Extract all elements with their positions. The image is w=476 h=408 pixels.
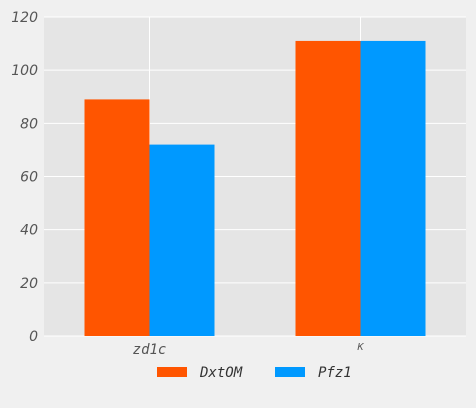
y-tick-label: 20	[20, 276, 38, 292]
legend-swatch-DxtOM	[157, 367, 187, 377]
bar-DxtOM-zd1c	[84, 99, 150, 337]
y-tick-label: 60	[20, 170, 38, 186]
y-tick-label: 80	[20, 116, 38, 132]
x-axis-ticks: zd1c K	[133, 342, 365, 358]
bars-group	[84, 40, 426, 337]
legend: DxtOM Pfz1	[157, 365, 352, 381]
y-tick-label: 120	[11, 10, 38, 26]
bar-Pfz1-K	[360, 40, 426, 337]
x-tick-label: zd1c	[133, 342, 167, 358]
legend-label-DxtOM: DxtOM	[199, 365, 243, 381]
x-tick-label: K	[356, 342, 364, 353]
bar-Pfz1-zd1c	[149, 144, 215, 336]
y-tick-label: 0	[29, 329, 38, 345]
y-tick-label: 100	[11, 63, 38, 79]
legend-swatch-Pfz1	[275, 367, 305, 377]
y-tick-label: 40	[20, 223, 38, 239]
bar-DxtOM-K	[295, 40, 361, 337]
y-axis-ticks: 0 20 40 60 80 100 120	[11, 10, 38, 345]
legend-label-Pfz1: Pfz1	[318, 365, 352, 381]
